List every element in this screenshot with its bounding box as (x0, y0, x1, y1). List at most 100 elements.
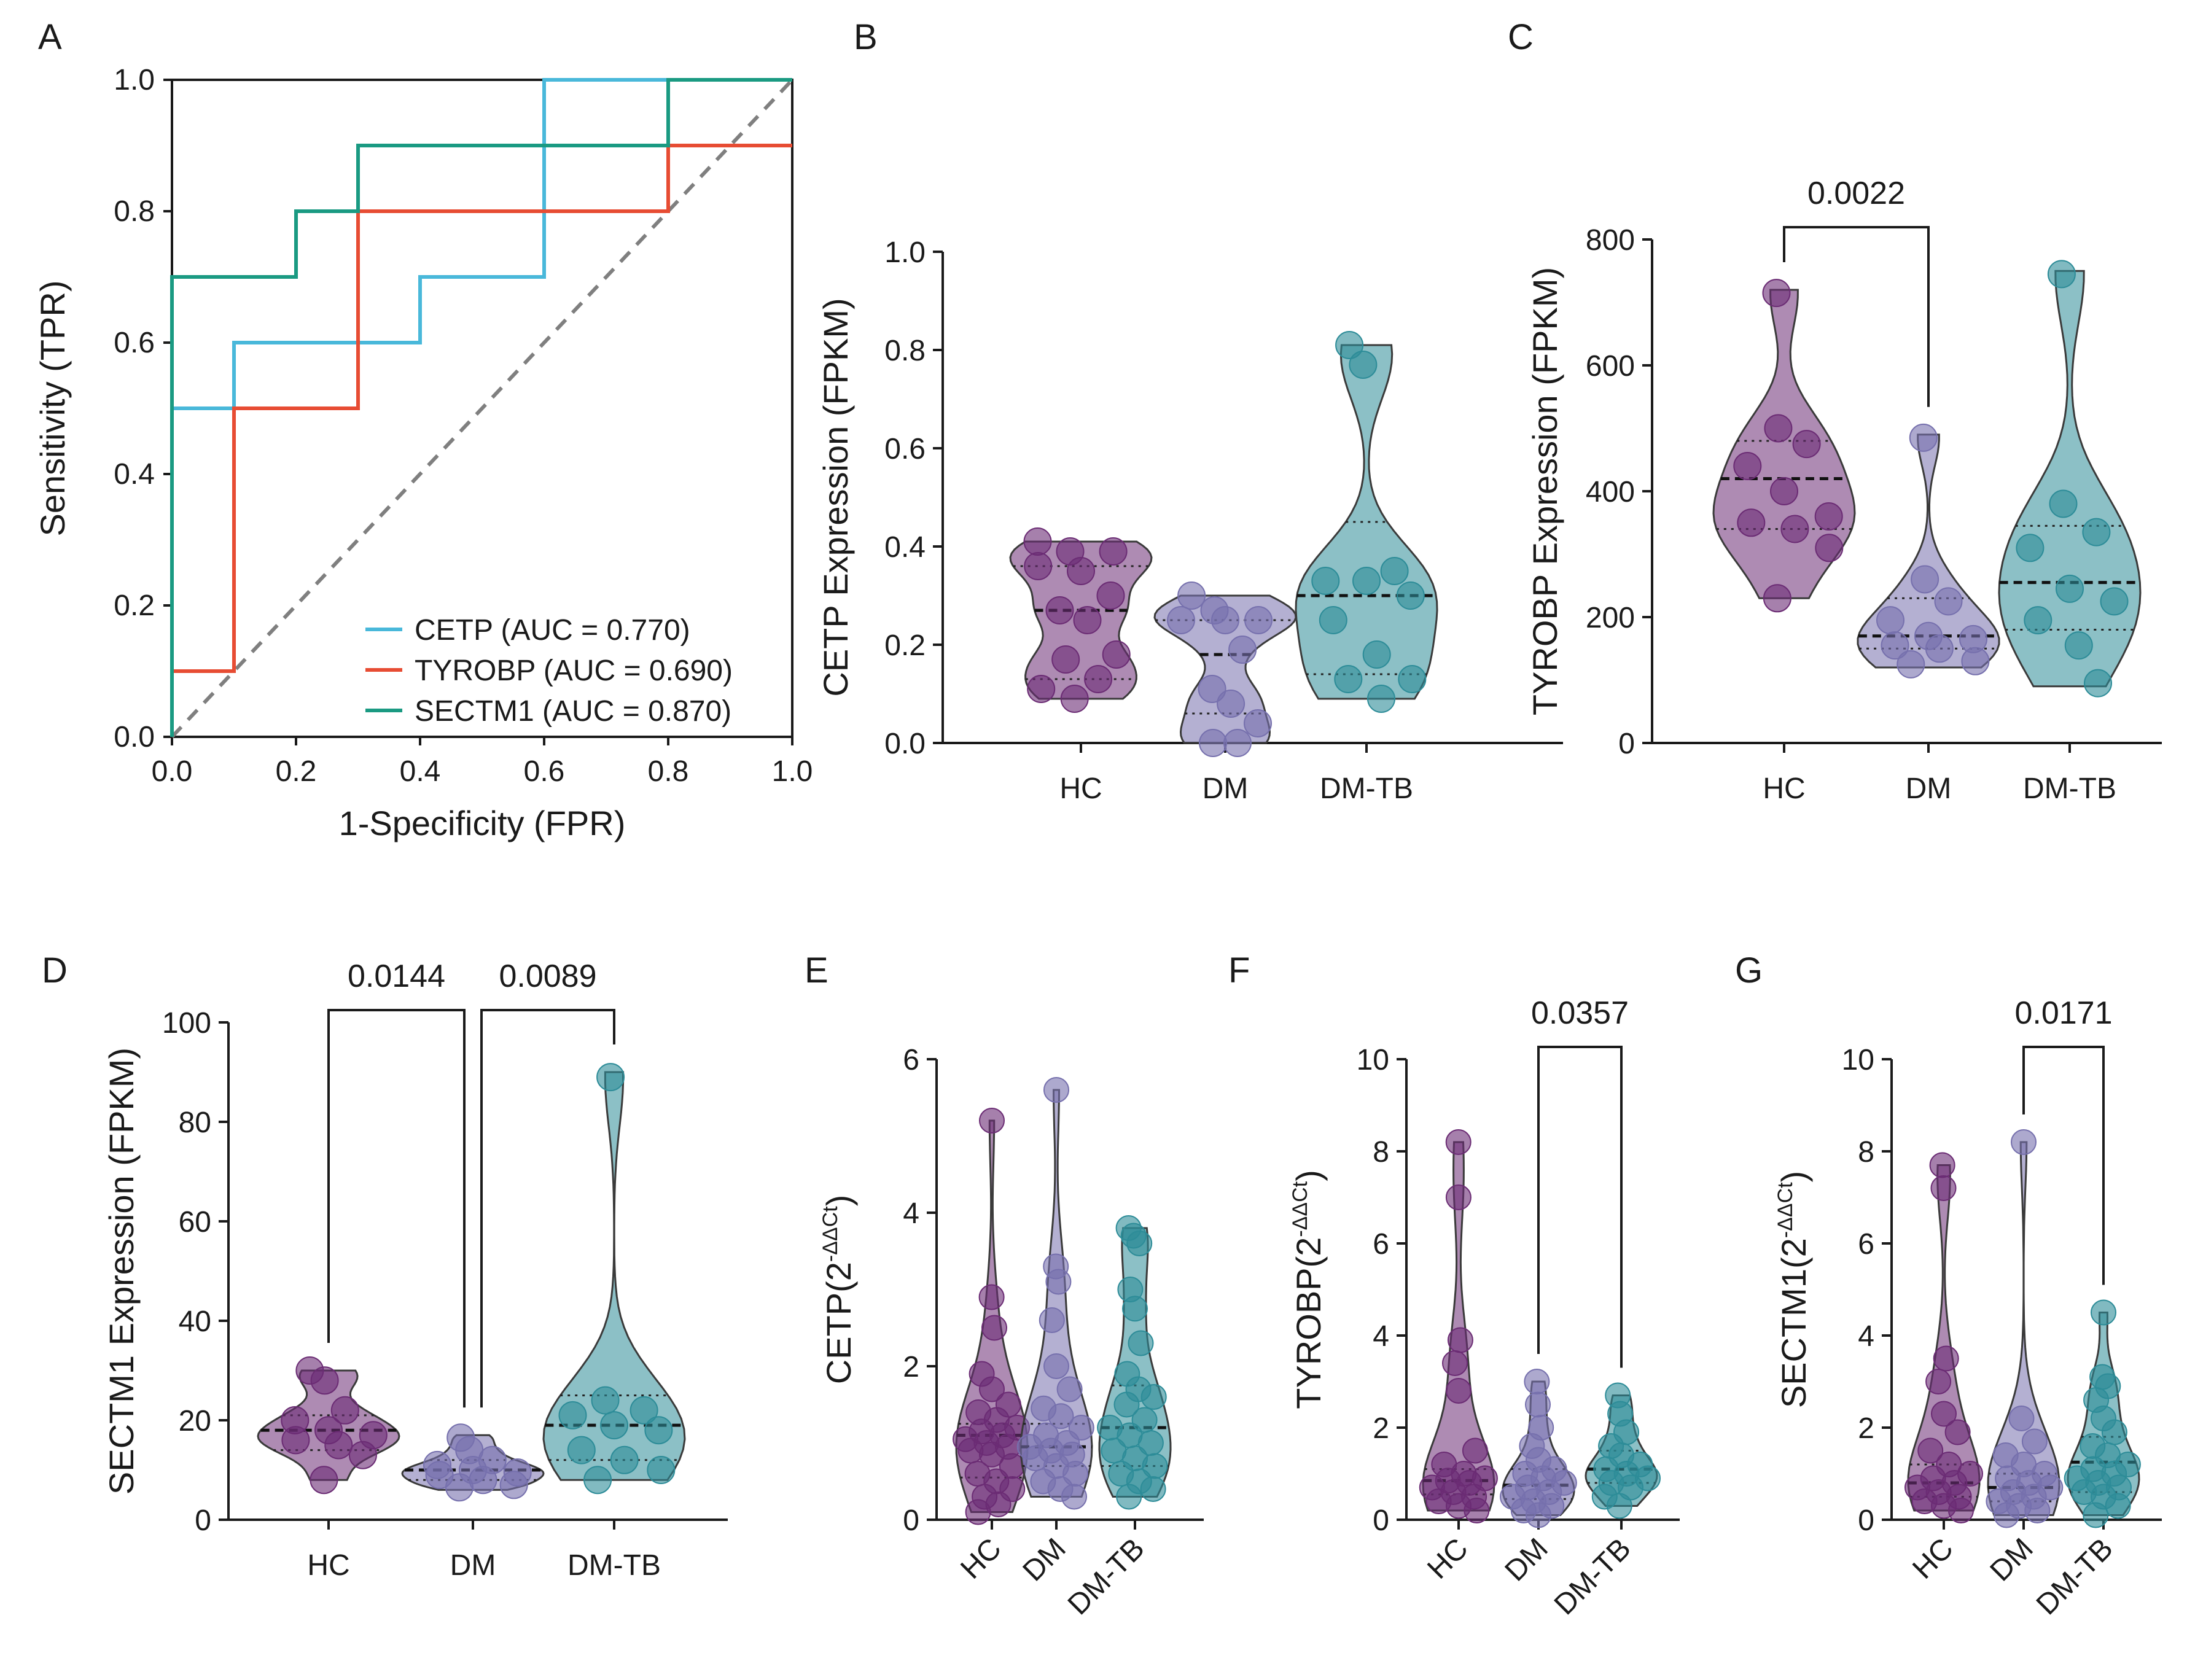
category-label: DM (450, 1549, 496, 1582)
data-point (2056, 574, 2084, 603)
data-point (2064, 631, 2093, 660)
category-label: DM-TB (567, 1549, 661, 1582)
data-point (1045, 596, 1074, 624)
y-tick-label: 1.0 (114, 64, 155, 96)
p-value-label: 0.0171 (2014, 995, 2112, 1031)
data-point (1073, 606, 1102, 634)
y-tick-label: 0 (903, 1504, 919, 1537)
data-point (1909, 423, 1938, 452)
y-tick-label: 0 (1373, 1504, 1389, 1537)
category-label: DM (1499, 1532, 1554, 1587)
category-label: DM-TB (2030, 1532, 2119, 1621)
data-point (1362, 640, 1391, 669)
data-point (1780, 515, 1809, 543)
category-label: HC (1763, 772, 1805, 805)
data-point (1925, 1369, 1952, 1394)
y-axis-title: TYROBP(2-ΔΔCt) (1288, 1170, 1328, 1409)
category-label: DM-TB (1062, 1532, 1151, 1621)
y-tick-label: 0.0 (114, 721, 155, 753)
data-point (1167, 606, 1195, 634)
panel-label-a: A (38, 17, 62, 57)
data-point (1762, 279, 1791, 308)
data-point (1934, 587, 1963, 616)
y-tick-label: 0.0 (884, 728, 926, 760)
significance-bracket (327, 1009, 466, 1408)
data-point (1961, 647, 1990, 675)
y-tick-label: 4 (1373, 1320, 1389, 1353)
category-label: DM (1203, 772, 1249, 805)
data-point (1349, 351, 1378, 379)
category-label: HC (1906, 1532, 1959, 1585)
y-tick-label: 60 (179, 1206, 211, 1239)
p-value-label: 0.0144 (348, 959, 445, 994)
x-tick-label: 0.2 (276, 755, 317, 788)
data-point (1335, 331, 1364, 359)
y-tick-label: 40 (179, 1305, 211, 1338)
data-point (647, 1456, 676, 1484)
roc-line-sectm1 (170, 78, 792, 737)
y-tick-label: 2 (1373, 1412, 1389, 1445)
x-tick-label: 1.0 (772, 755, 813, 788)
y-tick-label: 0.4 (884, 531, 926, 564)
category-label: DM-TB (1548, 1532, 1637, 1621)
category-label: HC (1421, 1532, 1474, 1585)
data-point (1126, 1231, 1153, 1256)
y-tick-label: 0.6 (884, 433, 926, 465)
data-point (1606, 1493, 1632, 1519)
data-point (1023, 527, 1052, 556)
data-point (978, 1284, 1005, 1310)
data-point (324, 1431, 353, 1460)
data-point (2083, 1502, 2109, 1528)
panel-label-e: E (805, 951, 828, 990)
data-point (1764, 414, 1793, 443)
data-point (2024, 606, 2053, 635)
panel-label-f: F (1228, 951, 1250, 990)
data-point (1084, 665, 1113, 693)
data-point (1199, 729, 1227, 757)
data-point (1198, 675, 1226, 703)
data-point (1464, 1498, 1490, 1523)
y-tick-label: 1.0 (884, 236, 926, 269)
y-tick-label: 0.8 (114, 195, 155, 228)
data-point (1442, 1350, 1468, 1376)
x-tick-label: 0.0 (152, 755, 193, 788)
data-point (1462, 1437, 1488, 1464)
panel-label-d: D (42, 951, 68, 990)
y-tick-label: 6 (1373, 1228, 1389, 1261)
y-tick-label: 200 (1586, 602, 1635, 634)
category-label: DM (1017, 1532, 1072, 1587)
legend-label-cetp: CETP (AUC = 0.770) (415, 614, 690, 647)
y-tick-label: 10 (1357, 1044, 1389, 1076)
category-label: DM-TB (2023, 772, 2116, 805)
y-tick-label: 4 (1858, 1320, 1874, 1353)
y-tick-label: 4 (903, 1197, 919, 1230)
data-point (1024, 552, 1053, 580)
panel-d-sectm1-violin: D 0 20 40 60 80 100 HC DM DM-TB SECTM1 Expression… (42, 951, 728, 1582)
data-point (499, 1471, 528, 1499)
data-point (2016, 534, 2045, 562)
y-axis-title: TYROBP Expression (FPKM) (1526, 267, 1564, 715)
data-point (981, 1315, 1007, 1341)
data-point (1099, 537, 1128, 566)
data-point (2024, 1498, 2051, 1523)
y-tick-label: 2 (903, 1351, 919, 1383)
data-point (1223, 729, 1252, 757)
data-point (1398, 665, 1427, 693)
data-point (1334, 665, 1363, 693)
x-tick-label: 0.4 (400, 755, 441, 788)
data-point (469, 1466, 497, 1495)
y-tick-label: 0.4 (114, 458, 155, 491)
data-point (2105, 1493, 2131, 1519)
category-label: HC (1059, 772, 1102, 805)
data-point (2091, 1299, 2116, 1326)
y-tick-label: 100 (162, 1007, 211, 1040)
data-point (1897, 650, 1925, 679)
data-point (2047, 260, 2076, 289)
category-label: HC (954, 1532, 1007, 1585)
y-tick-label: 8 (1858, 1136, 1874, 1169)
data-point (1815, 534, 1844, 562)
data-point (1043, 1353, 1069, 1379)
panel-label-b: B (854, 17, 878, 57)
data-point (1244, 709, 1272, 737)
data-point (1933, 1345, 1959, 1372)
